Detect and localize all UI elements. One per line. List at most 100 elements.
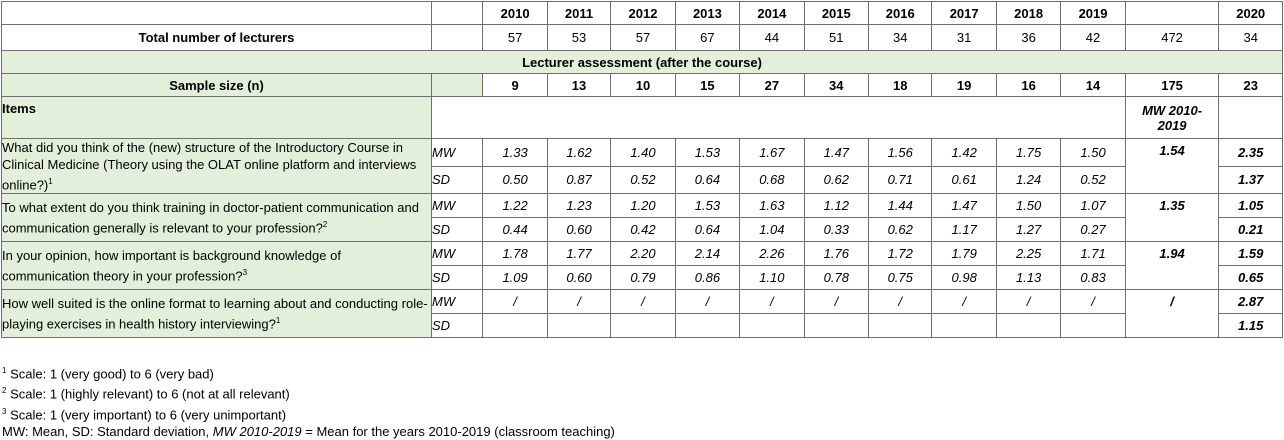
mw-value: 1.72 [867,241,933,267]
mw-value: 1.07 [1060,193,1126,219]
footnote-text: Scale: 1 (highly relevant) to 6 (not at … [10,386,290,402]
year-header: 2018 [995,1,1062,25]
sd-value: 0.52 [610,165,676,195]
mw-value: 1.71 [1060,241,1126,267]
sd-label: SD [431,313,484,339]
sd-value: 0.83 [1060,265,1126,291]
total-lecturers-value: 67 [674,24,741,51]
total-lecturers-value: 51 [803,24,870,51]
sd-value [803,313,870,339]
year-header: 2015 [803,1,870,25]
total-lecturers-value: 34 [867,24,933,51]
footnote: 3 Scale: 1 (very important) to 6 (very u… [2,403,615,423]
sd-value: 1.10 [739,265,805,291]
sd-value [674,313,741,339]
mw-2020: 2.87 [1218,289,1283,315]
year-header: 2014 [739,1,805,25]
mw-value: 2.25 [995,241,1062,267]
item-sd-row: SD 1.15 [2,313,1283,339]
sd-value: 0.50 [482,165,548,195]
sd-value: 0.87 [546,165,612,195]
sd-value: 0.33 [803,217,870,243]
empty-cell [431,24,484,51]
legend-italic: MW 2010-2019 [212,423,302,439]
section-title: Lecturer assessment (after the course) [1,50,1283,74]
total-lecturers-value: 44 [739,24,805,51]
total-lecturers-value: 42 [1060,24,1126,51]
sd-value [610,313,676,339]
item-mw-row: To what extent do you think training in … [0,193,1283,243]
mw-value: 1.67 [739,138,805,167]
sd-label: SD [431,265,484,291]
mw-value: / [739,289,805,315]
sample-size-value: 16 [995,73,1062,97]
footnote-ref: 2 [322,220,328,230]
mw-value: / [803,289,870,315]
mw-value: / [867,289,933,315]
mw-2020: 2.35 [1218,138,1283,167]
mw-label: MW [431,138,484,167]
mw-value: 1.12 [803,193,870,219]
mw-value: 1.44 [867,193,933,219]
item-mw-row: How well suited is the online format to … [0,289,1283,339]
sd-value [867,313,933,339]
footnote-text: Scale: 1 (very good) to 6 (very bad) [10,366,214,382]
sd-value: 0.60 [546,217,612,243]
mw-value: 1.22 [482,193,548,219]
mw-value: 1.47 [803,138,870,167]
mw-value: 2.26 [739,241,805,267]
sd-value: 0.71 [867,165,933,195]
sd-value: 0.61 [931,165,997,195]
empty-cell [431,1,484,25]
mw-avg-2010-2019: 1.94 [1124,241,1220,291]
sd-value: 0.98 [931,265,997,291]
empty-cell [431,73,484,97]
item-sd-row: SD 0.44 0.60 0.42 0.64 1.04 0.33 0.62 1.17 1.27 0.… [2,217,1283,243]
mw-label: MW [431,193,484,219]
mw-value: 1.75 [995,138,1062,167]
item-question: In your opinion, how important is backgr… [0,241,433,291]
sd-2020: 0.65 [1218,265,1283,291]
mw-avg-2010-2019: 1.35 [1124,193,1220,243]
sample-size-value: 19 [931,73,997,97]
sd-value: 0.79 [610,265,676,291]
item-mw-row: What did you think of the (new) structur… [0,137,1283,195]
total-lecturers-row: Total number of lecturers 57 53 57 67 44 51 34… [0,24,1283,51]
footnote-number: 3 [2,406,7,416]
year-header: 2012 [610,1,676,25]
mw-value: 1.77 [546,241,612,267]
sample-size-value: 14 [1060,73,1126,97]
total-lecturers-value: 57 [610,24,676,51]
year-header: 2019 [1060,1,1126,25]
mw-value: / [931,289,997,315]
mw-value: 1.40 [610,138,676,167]
sample-size-2020: 23 [1218,73,1283,97]
sd-value [1060,313,1126,339]
total-lecturers-sum: 472 [1124,24,1220,51]
mw-2020: 1.05 [1218,193,1283,219]
footnote: 1 Scale: 1 (very good) to 6 (very bad) [2,362,615,382]
sd-value: 0.42 [610,217,676,243]
item-mw-row: In your opinion, how important is backgr… [0,241,1283,291]
item-question-text: To what extent do you think training in … [2,200,419,236]
mw-value: 1.33 [482,138,548,167]
sd-2020: 1.37 [1218,165,1283,195]
empty-cell [0,1,433,25]
year-header: 2017 [931,1,997,25]
items-header: Items [0,96,433,139]
empty-cell [1124,1,1220,25]
total-lecturers-value: 36 [995,24,1062,51]
mw-avg-2010-2019: 1.54 [1124,137,1220,195]
lecturer-assessment-table: 2010 2011 2012 2013 2014 2015 2016 2017 2018 2019… [0,1,1283,339]
sample-size-value: 10 [610,73,676,97]
mw-value: / [1060,289,1126,315]
mw-value: 1.20 [610,193,676,219]
sd-value: 0.75 [867,265,933,291]
sd-value: 1.09 [482,265,548,291]
mw-value: / [546,289,612,315]
total-lecturers-value: 31 [931,24,997,51]
sample-size-value: 15 [674,73,741,97]
footnotes: 1 Scale: 1 (very good) to 6 (very bad) 2 … [2,362,615,440]
item-question-text: In your opinion, how important is backgr… [2,248,341,284]
empty-cell [1218,96,1283,139]
